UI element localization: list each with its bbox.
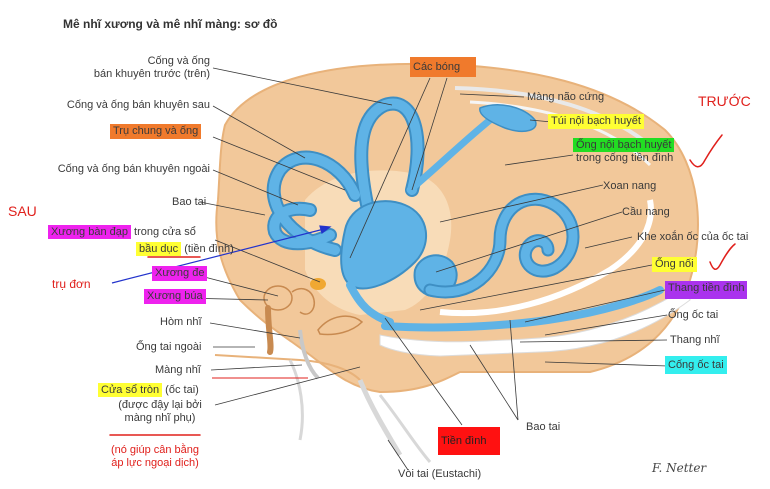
external-auditory-canal: [214, 354, 361, 381]
label-cua-so-tron: Cửa sổ tròn (ốc tai): [98, 383, 199, 397]
dura-mater-line: [454, 86, 657, 152]
ossicles: [263, 278, 364, 355]
cochlear-duct: [423, 192, 580, 299]
label-cong-ong-sau: Cống và ống bán khuyên sau: [66, 99, 210, 111]
eustachian-tube: [357, 379, 403, 457]
label-tru-chung: Trụ chung và ống: [110, 124, 202, 139]
label-xuong-bua: Xương búa: [144, 289, 206, 304]
label-xuong-de: Xương đe: [152, 266, 208, 281]
label-ong-tai-ngoai: Ống tai ngoài: [136, 341, 202, 353]
label-hom-nhi: Hòm nhĩ: [160, 316, 202, 328]
label-mang-nao-cung: Màng não cứng: [527, 91, 605, 103]
cochlear-white-band: [439, 199, 654, 317]
handwritten-note: (nó giúp cân bằng áp lực ngoại dịch): [110, 444, 200, 469]
red-handwriting: [109, 134, 736, 436]
label-bao-tai-left: Bao tai: [172, 196, 207, 208]
label-thang-tien-dinh: Thang tiền đình: [665, 281, 748, 299]
label-cong-oc-tai: Cống ốc tai: [665, 356, 727, 374]
utricle: [340, 200, 428, 290]
anterior-label: TRƯỚC: [698, 93, 751, 109]
label-bau-duc: bầu dục (tiền đình): [136, 242, 234, 256]
label-xuong-ban-dap: Xương bàn đạp trong cửa sổ: [48, 225, 196, 239]
label-mang-nhi: Màng nhĩ: [155, 364, 201, 376]
label-voi-tai: Vòi tai (Eustachi): [398, 468, 482, 480]
label-thang-nhi: Thang nhĩ: [670, 334, 720, 346]
endolymphatic-sac: [479, 104, 537, 132]
label-duoc-day: (được đậy lại bởi màng nhĩ phụ): [118, 399, 202, 424]
posterior-label: SAU: [8, 203, 37, 219]
label-cong-ong-ngoai: Cống và ống bán khuyên ngoài: [57, 163, 210, 175]
leader-lines: [182, 67, 669, 471]
label-ong-noi-bach-huyet: Ống nội bạch huyết trong cống tiền đình: [573, 138, 675, 165]
artist-signature: F. Netter: [652, 461, 707, 475]
label-xoan-nang: Xoan nang: [603, 180, 657, 192]
label-tui-noi-bach-huyet: Túi nội bạch huyết: [548, 114, 644, 129]
cochlear-base-duct: [381, 286, 664, 332]
tru-don-label: trụ đơn: [52, 277, 91, 291]
label-cau-nang: Cầu nang: [622, 206, 670, 218]
tru-don-arrow: [111, 225, 332, 284]
label-tien-dinh: Tiền đình: [438, 427, 500, 455]
label-cong-ong-truoc: Cống và ống bán khuyên trước (trên): [93, 55, 210, 80]
label-cac-bong: Các bóng: [410, 57, 476, 77]
label-bao-tai-bottom: Bao tai: [526, 421, 561, 433]
label-ong-oc-tai: Ống ốc tai: [668, 309, 719, 321]
xuong-ban-dap-box: Xương bàn đạp: [48, 225, 131, 239]
figure-title: Mê nhĩ xương và mê nhĩ màng: sơ đồ: [63, 17, 278, 31]
label-ong-noi: Ống nối: [652, 257, 697, 272]
label-khe-xoan: Khe xoắn ốc của ốc tai: [637, 231, 749, 243]
